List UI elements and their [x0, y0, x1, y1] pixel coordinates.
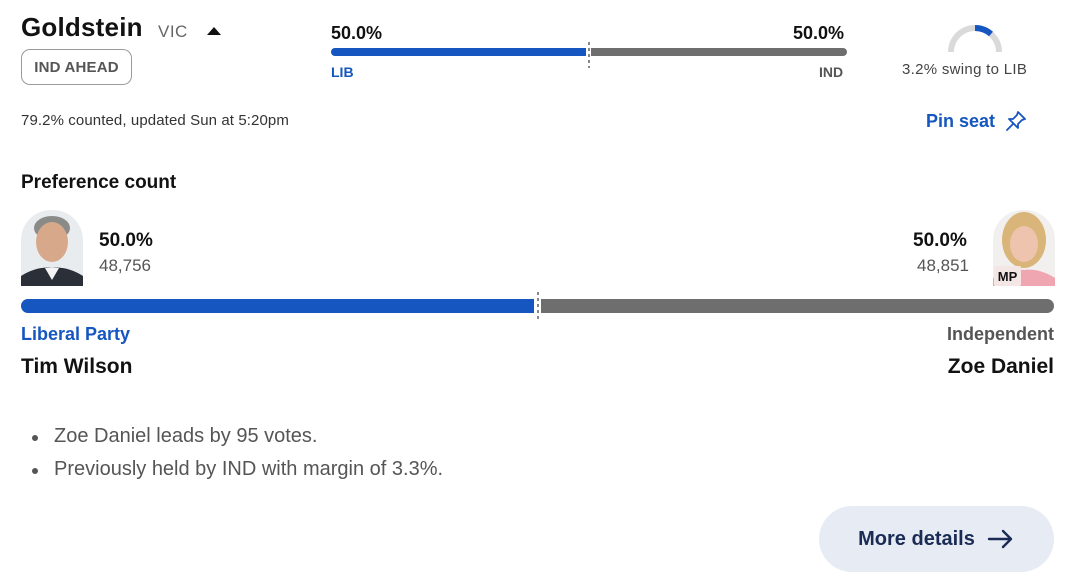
counted-status: 79.2% counted, updated Sun at 5:20pm: [21, 112, 289, 129]
candidate-right-party: Independent: [947, 324, 1054, 344]
candidate-left-pct: 50.0%: [99, 230, 153, 251]
more-details-label: More details: [858, 527, 975, 550]
candidate-right-name: Zoe Daniel: [947, 355, 1054, 378]
collapse-toggle-button[interactable]: [202, 20, 226, 42]
seat-state: VIC: [158, 22, 188, 41]
candidate-left-avatar: [21, 210, 83, 286]
preference-bar-ind: [541, 299, 1054, 313]
mp-badge: MP: [994, 266, 1021, 286]
note-item: Previously held by IND with margin of 3.…: [30, 453, 443, 486]
seat-notes-list: Zoe Daniel leads by 95 votes. Previously…: [30, 420, 443, 486]
summary-bar-lib: [331, 48, 586, 56]
candidate-right-votes: 48,851: [917, 256, 969, 275]
summary-left-label: LIB: [331, 64, 354, 80]
arrow-right-icon: [987, 529, 1013, 549]
summary-bar-midline: [588, 42, 590, 68]
preference-bar-midline: [537, 292, 539, 322]
summary-left-pct: 50.0%: [331, 23, 383, 43]
status-badge: IND AHEAD: [21, 49, 132, 85]
preference-bar-lib: [21, 299, 534, 313]
note-item: Zoe Daniel leads by 95 votes.: [30, 420, 443, 453]
candidate-left-name: Tim Wilson: [21, 355, 133, 378]
swing-gauge-icon: [948, 24, 1002, 53]
summary-right-label: IND: [819, 64, 844, 80]
seat-name: Goldstein: [21, 12, 143, 42]
swing-text: 3.2% swing to LIB: [902, 61, 1028, 78]
pin-icon: [1006, 111, 1026, 131]
candidate-left-party: Liberal Party: [21, 324, 131, 344]
more-details-button[interactable]: More details: [819, 506, 1054, 572]
candidate-left-votes: 48,756: [99, 256, 151, 275]
pin-seat-button[interactable]: Pin seat: [926, 108, 1027, 134]
preference-heading: Preference count: [21, 172, 177, 193]
candidate-right-pct: 50.0%: [913, 230, 967, 251]
pin-seat-label: Pin seat: [926, 110, 996, 131]
summary-right-pct: 50.0%: [793, 23, 845, 43]
summary-bar-ind: [591, 48, 847, 56]
